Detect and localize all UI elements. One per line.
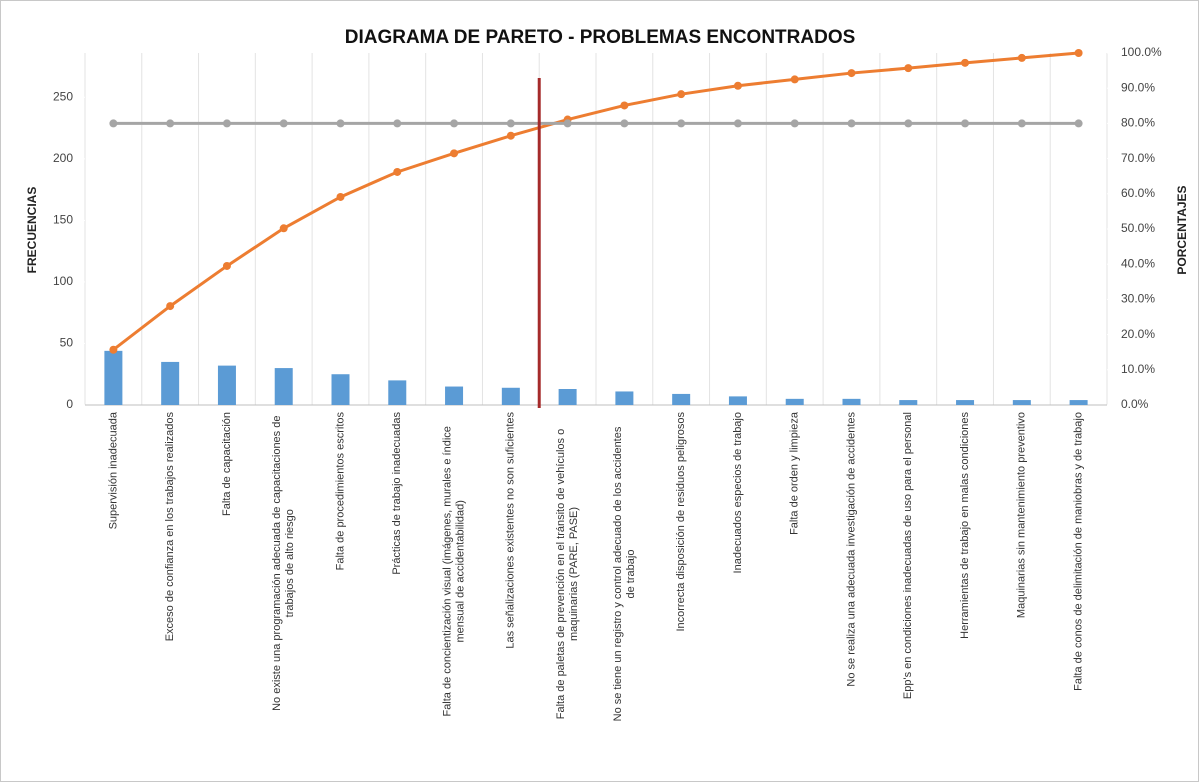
line-point xyxy=(222,119,231,128)
y2-tick-label: 60.0% xyxy=(1121,186,1155,200)
x-tick-label: Falta de orden y limpieza xyxy=(789,411,801,535)
line-point xyxy=(677,90,686,99)
y-tick-label: 0 xyxy=(66,397,73,411)
bar xyxy=(104,350,123,405)
x-tick-label: Supervisión inadecuada xyxy=(107,411,119,529)
y-axis-title: FRECUENCIAS xyxy=(25,187,39,274)
line-point xyxy=(1074,49,1083,57)
y2-tick-label: 100.0% xyxy=(1121,45,1162,59)
bar xyxy=(899,400,918,405)
bar xyxy=(615,391,634,405)
line-point xyxy=(166,302,175,311)
y-tick-label: 100 xyxy=(53,274,73,288)
line-point xyxy=(733,119,742,128)
y2-tick-label: 30.0% xyxy=(1121,292,1155,306)
y2-tick-label: 70.0% xyxy=(1121,151,1155,165)
line-point xyxy=(450,149,459,158)
line-point xyxy=(450,119,459,128)
line-point xyxy=(961,119,970,128)
line-point xyxy=(1074,119,1083,128)
y2-tick-label: 50.0% xyxy=(1121,221,1155,235)
line-point xyxy=(904,64,913,73)
x-tick-label: Herramientas de trabajo en malas condici… xyxy=(959,412,971,639)
x-tick-label: No se tiene un registro y control adecua… xyxy=(612,426,637,721)
y2-tick-label: 90.0% xyxy=(1121,80,1155,94)
line-point xyxy=(847,69,856,78)
bar xyxy=(1012,400,1031,405)
line-point xyxy=(847,119,856,128)
bar xyxy=(388,380,407,405)
bar xyxy=(728,396,747,405)
line-point xyxy=(393,167,402,176)
line-point xyxy=(279,119,288,128)
x-tick-label: Falta de paletas de prevención en el trá… xyxy=(555,429,580,719)
bar xyxy=(842,398,861,405)
y-tick-label: 250 xyxy=(53,89,73,103)
line-point xyxy=(222,261,231,270)
bar xyxy=(672,393,691,405)
x-tick-label: Prácticas de trabajo inadecuadas xyxy=(391,412,403,575)
line-point xyxy=(961,58,970,67)
line-point xyxy=(1017,53,1026,62)
x-tick-label: Epp's en condiciones inadecuadas de uso … xyxy=(902,412,914,699)
line-point xyxy=(336,119,345,128)
bar xyxy=(331,374,350,405)
bar xyxy=(501,387,520,405)
line-point xyxy=(563,119,572,128)
x-tick-label: Falta de capacitación xyxy=(221,412,233,516)
chart-title: DIAGRAMA DE PARETO - PROBLEMAS ENCONTRAD… xyxy=(345,27,856,48)
line-point xyxy=(336,192,345,201)
x-tick-label: Incorrecta disposición de residuos pelig… xyxy=(675,412,687,632)
bar xyxy=(161,361,180,405)
y2-tick-label: 0.0% xyxy=(1121,397,1149,411)
line xyxy=(112,51,1079,351)
bar xyxy=(956,400,975,405)
x-tick-label: Inadecuados especios de trabajo xyxy=(732,412,744,573)
y2-tick-label: 80.0% xyxy=(1121,116,1155,130)
bar xyxy=(445,386,464,405)
line-point xyxy=(109,119,118,128)
line-point xyxy=(790,75,799,84)
x-tick-label: Maquinarias sin mantenimiento preventivo xyxy=(1016,412,1028,618)
x-tick-label: Exceso de confianza en los trabajos real… xyxy=(164,412,176,642)
y2-tick-label: 10.0% xyxy=(1121,362,1155,376)
bar xyxy=(558,389,577,405)
line-point xyxy=(904,119,913,128)
line-point xyxy=(733,81,742,90)
x-tick-label: No existe una programación adecuada de c… xyxy=(271,416,296,711)
line-point xyxy=(677,119,686,128)
y2-tick-label: 40.0% xyxy=(1121,256,1155,270)
line-point xyxy=(279,224,288,233)
line-point xyxy=(620,101,629,110)
x-tick-label: Las señalizaciones existentes no son suf… xyxy=(505,412,517,649)
bar xyxy=(274,368,293,405)
bar xyxy=(217,365,236,405)
y2-tick-label: 20.0% xyxy=(1121,327,1155,341)
line-point xyxy=(1017,119,1026,128)
y2-axis-title: PORCENTAJES xyxy=(1175,185,1189,274)
bar xyxy=(1069,400,1088,405)
line-point xyxy=(790,119,799,128)
line-point xyxy=(166,119,175,128)
line-point xyxy=(506,131,515,140)
x-tick-label: Falta de concientización visual (imágene… xyxy=(441,426,466,716)
line-point xyxy=(109,345,118,354)
line-point xyxy=(506,119,515,128)
y-tick-label: 200 xyxy=(53,151,73,165)
bar xyxy=(785,398,804,405)
line-point xyxy=(393,119,402,128)
line-point xyxy=(620,119,629,128)
x-tick-label: No se realiza una adecuada investigación… xyxy=(845,412,857,687)
x-tick-label: Falta de procedimientos escritos xyxy=(334,412,346,571)
y-tick-label: 150 xyxy=(53,213,73,227)
x-tick-label: Falta de conos de delimitación de maniob… xyxy=(1073,412,1085,691)
y-tick-label: 50 xyxy=(60,336,74,350)
